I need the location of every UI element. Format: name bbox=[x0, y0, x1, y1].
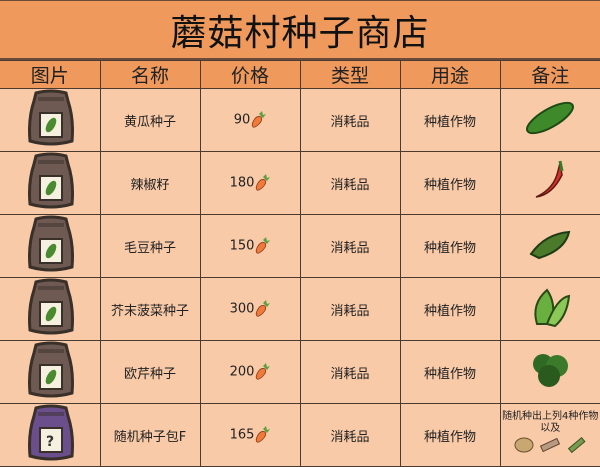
column-header: 图片 bbox=[0, 61, 100, 89]
page-title: 蘑菇村种子商店 bbox=[0, 0, 600, 60]
peanut-icon bbox=[513, 444, 535, 459]
chili-pepper-icon bbox=[530, 192, 570, 207]
carrot-icon bbox=[250, 113, 266, 128]
carrot-icon bbox=[254, 302, 270, 317]
table-row[interactable]: ? 随机种子包F 165 消耗品种植作物随机种出上列4种作物以及 bbox=[0, 404, 600, 467]
item-use: 种植作物 bbox=[400, 89, 500, 152]
cucumber-icon bbox=[522, 127, 578, 142]
mustard-spinach-icon bbox=[527, 319, 573, 334]
item-type: 消耗品 bbox=[300, 152, 400, 215]
item-name: 黄瓜种子 bbox=[100, 89, 200, 152]
item-price: 300 bbox=[230, 302, 255, 317]
herb-icon bbox=[565, 444, 587, 459]
item-type: 消耗品 bbox=[300, 341, 400, 404]
column-header: 价格 bbox=[200, 61, 300, 89]
table-row[interactable]: 芥末菠菜种子 300 消耗品种植作物 bbox=[0, 278, 600, 341]
parsley-icon bbox=[527, 381, 573, 396]
item-price: 200 bbox=[230, 365, 255, 380]
table-row[interactable]: 欧芹种子 200 消耗品种植作物 bbox=[0, 341, 600, 404]
item-price: 180 bbox=[230, 176, 255, 191]
item-type: 消耗品 bbox=[300, 404, 400, 467]
item-type: 消耗品 bbox=[300, 278, 400, 341]
seed-bag-icon bbox=[24, 152, 76, 208]
item-name: 随机种子包F bbox=[100, 404, 200, 467]
wood-icon bbox=[539, 444, 561, 459]
table-row[interactable]: 黄瓜种子 90 消耗品种植作物 bbox=[0, 89, 600, 152]
item-use: 种植作物 bbox=[400, 152, 500, 215]
edamame-icon bbox=[525, 253, 575, 268]
item-type: 消耗品 bbox=[300, 89, 400, 152]
item-name: 芥末菠菜种子 bbox=[100, 278, 200, 341]
item-note bbox=[500, 278, 600, 341]
seed-bag-icon bbox=[24, 215, 76, 271]
item-name: 毛豆种子 bbox=[100, 215, 200, 278]
mystery-seed-bag-icon: ? bbox=[24, 404, 76, 460]
table-row[interactable]: 辣椒籽 180 消耗品种植作物 bbox=[0, 152, 600, 215]
item-price: 90 bbox=[234, 113, 251, 128]
note-text: 随机种出上列4种作物以及 bbox=[501, 411, 600, 435]
column-header: 名称 bbox=[100, 61, 200, 89]
carrot-icon bbox=[254, 239, 270, 254]
item-price: 165 bbox=[230, 428, 255, 443]
item-note bbox=[500, 89, 600, 152]
item-note bbox=[500, 341, 600, 404]
svg-text:?: ? bbox=[46, 434, 54, 450]
item-use: 种植作物 bbox=[400, 215, 500, 278]
item-use: 种植作物 bbox=[400, 341, 500, 404]
carrot-icon bbox=[254, 176, 270, 191]
table-row[interactable]: 毛豆种子 150 消耗品种植作物 bbox=[0, 215, 600, 278]
seed-bag-icon bbox=[24, 89, 76, 145]
item-use: 种植作物 bbox=[400, 278, 500, 341]
item-note: 随机种出上列4种作物以及 bbox=[500, 404, 600, 467]
seed-bag-icon bbox=[24, 278, 76, 334]
item-note bbox=[500, 152, 600, 215]
item-name: 辣椒籽 bbox=[100, 152, 200, 215]
item-price: 150 bbox=[230, 239, 255, 254]
carrot-icon bbox=[254, 365, 270, 380]
item-note bbox=[500, 215, 600, 278]
item-name: 欧芹种子 bbox=[100, 341, 200, 404]
column-header: 类型 bbox=[300, 61, 400, 89]
carrot-icon bbox=[254, 428, 270, 443]
seed-bag-icon bbox=[24, 341, 76, 397]
item-type: 消耗品 bbox=[300, 215, 400, 278]
column-header: 备注 bbox=[500, 61, 600, 89]
item-use: 种植作物 bbox=[400, 404, 500, 467]
column-header: 用途 bbox=[400, 61, 500, 89]
